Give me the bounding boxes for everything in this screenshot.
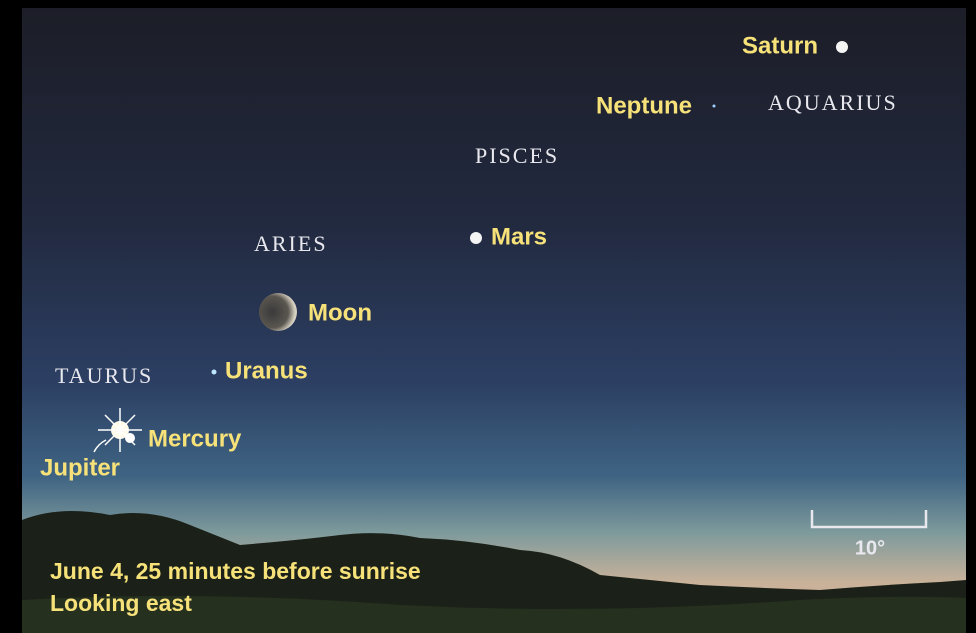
planet-label: Saturn bbox=[742, 32, 818, 59]
caption: June 4, 25 minutes before sunrise bbox=[50, 558, 421, 584]
planet-dot bbox=[212, 370, 217, 375]
planet-dot bbox=[713, 105, 716, 108]
planet-label: Uranus bbox=[225, 357, 308, 384]
constellation-label: AQUARIUS bbox=[768, 90, 898, 115]
constellation-label: ARIES bbox=[254, 231, 328, 256]
sky-chart: AQUARIUS PISCES ARIES TAURUS Saturn Nept… bbox=[0, 0, 976, 633]
caption: Looking east bbox=[50, 590, 192, 616]
scale-label: 10° bbox=[855, 537, 885, 559]
page: {"constellations": ["AQUARIUS", "PISCES"… bbox=[0, 0, 976, 633]
planet-label: Moon bbox=[308, 299, 372, 326]
planet-dot bbox=[470, 232, 482, 244]
constellation-label: PISCES bbox=[475, 143, 559, 168]
planet-label: Mercury bbox=[148, 425, 242, 452]
constellation-label: TAURUS bbox=[55, 363, 153, 388]
planet-dot bbox=[836, 41, 848, 53]
moon-disc bbox=[259, 293, 297, 331]
planet-label: Neptune bbox=[596, 92, 692, 119]
planet-label: Jupiter bbox=[40, 454, 120, 481]
planet-label: Mars bbox=[491, 223, 547, 250]
